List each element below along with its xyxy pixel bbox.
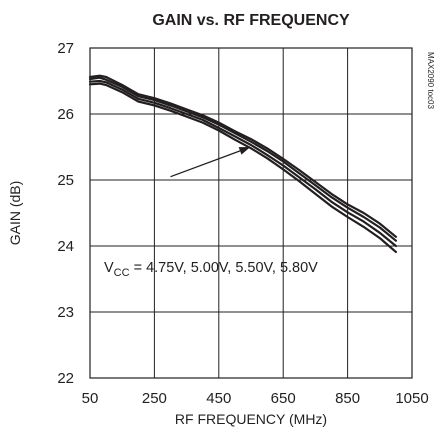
- x-tick-label: 250: [142, 390, 167, 407]
- annotation-arrow: [170, 150, 241, 178]
- tick-labels: 50 250 450 650 850 1050 22 23 24 25 26 27: [57, 40, 428, 407]
- y-tick-label: 24: [57, 238, 74, 255]
- series-line: [88, 79, 397, 248]
- plot-frame: [89, 47, 413, 379]
- annotation-subscript: CC: [114, 267, 130, 279]
- chart-title: GAIN vs. RF FREQUENCY: [152, 12, 350, 29]
- x-tick-label: 850: [335, 390, 360, 407]
- curves: [88, 74, 397, 253]
- grid: [90, 48, 412, 378]
- y-tick-label: 22: [57, 370, 74, 387]
- y-tick-label: 26: [57, 106, 74, 123]
- annotation-values: = 4.75V, 5.00V, 5.50V, 5.80V: [130, 260, 319, 276]
- y-axis-label: GAIN (dB): [7, 181, 23, 246]
- x-axis-label: RF FREQUENCY (MHz): [175, 411, 327, 427]
- x-tick-label: 650: [271, 390, 296, 407]
- vcc-annotation: VCC = 4.75V, 5.00V, 5.50V, 5.80V: [104, 147, 318, 279]
- x-tick-label: 450: [206, 390, 231, 407]
- x-tick-label: 1050: [395, 390, 428, 407]
- y-tick-label: 25: [57, 172, 74, 189]
- series-line: [88, 74, 397, 238]
- series-line: [88, 76, 397, 242]
- figure-id: MAX2090 toc03: [426, 52, 435, 109]
- y-tick-label: 27: [57, 40, 74, 57]
- annotation-text: VCC = 4.75V, 5.00V, 5.50V, 5.80V: [104, 260, 318, 279]
- y-tick-label: 23: [57, 304, 74, 321]
- annotation-arrowhead: [238, 147, 251, 155]
- x-tick-label: 50: [82, 390, 99, 407]
- series-line: [88, 82, 397, 253]
- annotation-prefix: V: [104, 260, 114, 276]
